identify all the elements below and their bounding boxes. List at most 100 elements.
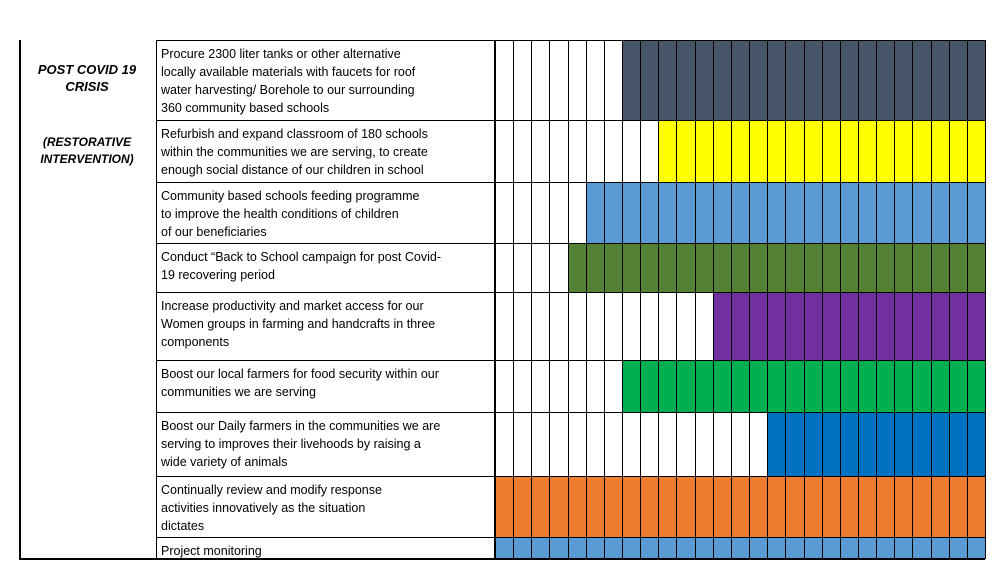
timeline-cell <box>603 292 624 361</box>
timeline-cell <box>567 182 587 244</box>
timeline-cell <box>513 40 533 121</box>
timeline-cell <box>767 120 787 183</box>
timeline-cell <box>549 120 569 183</box>
timeline-cell <box>767 182 787 244</box>
timeline-cell <box>857 120 878 183</box>
timeline-cell <box>803 476 823 538</box>
timeline-cell <box>821 292 841 361</box>
timeline-cell <box>912 537 932 559</box>
table-bottom-border <box>19 558 985 560</box>
timeline-cell <box>749 537 769 559</box>
timeline-cell <box>857 40 878 121</box>
timeline-cell <box>531 40 551 121</box>
timeline-cell <box>549 243 569 293</box>
timeline-cell <box>603 40 624 121</box>
timeline-cell <box>549 40 569 121</box>
timeline-cell <box>912 40 932 121</box>
activity-label: Procure 2300 liter tanks or other altern… <box>156 40 495 121</box>
timeline-cell <box>658 360 678 413</box>
timeline-cell <box>948 412 968 477</box>
timeline-cell <box>622 120 642 183</box>
timeline-cell <box>912 120 932 183</box>
timeline-cell <box>531 243 551 293</box>
timeline-cell <box>585 537 605 559</box>
timeline-cell <box>495 412 515 477</box>
timeline-cell <box>857 412 878 477</box>
timeline-cell <box>640 120 660 183</box>
timeline-cell <box>585 412 605 477</box>
timeline-cell <box>857 360 878 413</box>
timeline-cell <box>513 537 533 559</box>
timeline-cell <box>785 476 805 538</box>
timeline-cell <box>567 292 587 361</box>
timeline-cell <box>676 243 696 293</box>
timeline-cell <box>603 360 624 413</box>
timeline-cell <box>912 243 932 293</box>
timeline-cell <box>912 182 932 244</box>
timeline-cell <box>531 120 551 183</box>
timeline-cell <box>730 360 751 413</box>
timeline-cell <box>676 537 696 559</box>
timeline-cell <box>767 537 787 559</box>
timeline-cell <box>495 360 515 413</box>
timeline-cell <box>730 412 751 477</box>
timeline-cell <box>857 292 878 361</box>
timeline-cell <box>694 243 714 293</box>
timeline-cell <box>712 360 732 413</box>
timeline-cell <box>749 120 769 183</box>
timeline-cell <box>930 360 950 413</box>
timeline-cell <box>930 412 950 477</box>
activity-label: Continually review and modify response a… <box>156 476 495 538</box>
timeline-cell <box>767 412 787 477</box>
timeline-cell <box>839 182 859 244</box>
timeline-cell <box>912 412 932 477</box>
timeline-cell <box>930 182 950 244</box>
timeline-cell <box>894 537 914 559</box>
timeline-cell <box>948 360 968 413</box>
timeline-cell <box>894 243 914 293</box>
timeline-cell <box>567 537 587 559</box>
timeline-cell <box>930 40 950 121</box>
timeline-cell <box>894 182 914 244</box>
timeline-cell <box>603 120 624 183</box>
timeline-cell <box>694 476 714 538</box>
timeline-cell <box>966 537 986 559</box>
timeline-cell <box>839 292 859 361</box>
timeline-cell <box>495 40 515 121</box>
timeline-cell <box>803 537 823 559</box>
timeline-cell <box>948 120 968 183</box>
timeline-cell <box>549 292 569 361</box>
timeline-cell <box>585 40 605 121</box>
timeline-cell <box>640 243 660 293</box>
activity-label: Community based schools feeding programm… <box>156 182 495 244</box>
timeline-cell <box>549 182 569 244</box>
timeline-cell <box>876 40 896 121</box>
timeline-cell <box>876 243 896 293</box>
timeline-cell <box>730 292 751 361</box>
timeline-cell <box>894 360 914 413</box>
phase-subtitle: (RESTORATIVE INTERVENTION) <box>40 135 134 166</box>
timeline-cell <box>694 292 714 361</box>
timeline-cell <box>658 537 678 559</box>
timeline-cell <box>622 476 642 538</box>
timeline-cell <box>640 537 660 559</box>
timeline-cell <box>712 292 732 361</box>
timeline-cell <box>640 412 660 477</box>
timeline-cell <box>585 182 605 244</box>
timeline-cell <box>658 412 678 477</box>
timeline-cell <box>839 120 859 183</box>
timeline-cell <box>585 476 605 538</box>
timeline-cell <box>839 40 859 121</box>
timeline-cell <box>658 243 678 293</box>
timeline-cell <box>930 120 950 183</box>
timeline-cell <box>694 182 714 244</box>
timeline-cell <box>821 182 841 244</box>
timeline-cell <box>767 476 787 538</box>
timeline-cell <box>694 537 714 559</box>
timeline-cell <box>495 476 515 538</box>
timeline-cell <box>894 476 914 538</box>
timeline-cell <box>495 182 515 244</box>
timeline-cell <box>821 476 841 538</box>
timeline-cell <box>712 412 732 477</box>
timeline-cell <box>930 292 950 361</box>
